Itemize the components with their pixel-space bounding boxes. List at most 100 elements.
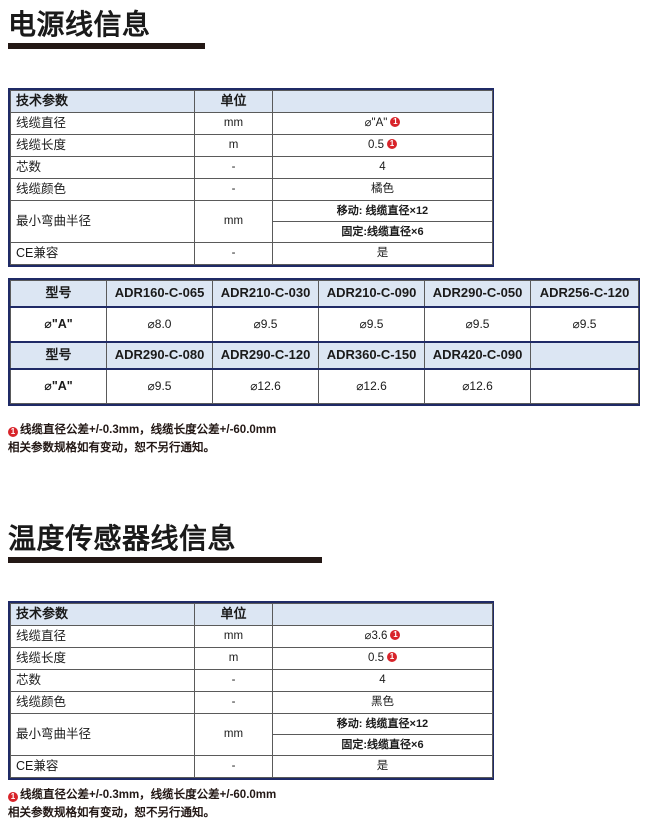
model-name-cell: ADR210-C-030 <box>212 280 319 308</box>
model-name-cell: ADR160-C-065 <box>106 280 213 308</box>
param-label-ce-compliance: CE兼容 <box>10 755 195 778</box>
param-value-cable-diameter: ⌀"A" 1 <box>272 112 493 135</box>
param-unit-cable-length: m <box>194 647 273 670</box>
param-unit-min-bend-radius: mm <box>194 713 273 756</box>
col-header-value <box>272 90 493 113</box>
param-unit-cable-diameter: mm <box>194 625 273 648</box>
power-cable-param-table: 技术参数 单位 线缆直径 mm ⌀"A" 1 线缆长度 m 0.5 1 芯数 - <box>10 90 493 265</box>
section-heading-power-cable-text: 电源线信息 <box>8 9 151 40</box>
footnote-marker-icon: 1 <box>387 139 397 150</box>
section-heading-temp-sensor-cable: 温度传感器线信息 <box>8 523 322 564</box>
param-label-cable-diameter: 线缆直径 <box>10 625 195 648</box>
table-header-row: 技术参数 单位 <box>10 90 493 113</box>
param-label-ce-compliance: CE兼容 <box>10 242 195 265</box>
param-unit-ce-compliance: - <box>194 242 273 265</box>
model-diameter-cell: ⌀12.6 <box>424 368 531 404</box>
footnote-marker-icon: 1 <box>390 117 401 128</box>
model-diameter-cell: ⌀9.5 <box>212 306 319 343</box>
param-unit-cable-color: - <box>194 691 273 714</box>
table-row: 线缆颜色 - 橘色 <box>10 178 493 201</box>
model-diameter-cell: ⌀9.5 <box>106 368 213 404</box>
param-value-cable-length: 0.5 1 <box>272 647 493 670</box>
section-heading-power-cable: 电源线信息 <box>8 9 205 50</box>
param-unit-ce-compliance: - <box>194 755 273 778</box>
table-row: CE兼容 - 是 <box>10 242 493 265</box>
param-value-min-bend-radius-fixed: 固定:线缆直径×6 <box>272 734 493 756</box>
footnote-line-2: 相关参数规格如有变动，恕不另行通知。 <box>8 806 215 819</box>
param-unit-min-bend-radius: mm <box>194 200 273 243</box>
footnote-temp-sensor: 1 线缆直径公差+/-0.3mm，线缆长度公差+/-60.0mm 相关参数规格如有… <box>8 787 276 823</box>
param-value-ce-compliance: 是 <box>272 755 493 778</box>
row-label-diameter: ⌀"A" <box>10 368 107 404</box>
footnote-marker-icon: 1 <box>8 792 18 802</box>
param-unit-cable-length: m <box>194 134 273 157</box>
model-name-cell: ADR420-C-090 <box>424 341 531 370</box>
model-diameter-row: ⌀"A" ⌀9.5 ⌀12.6 ⌀12.6 ⌀12.6 <box>10 368 639 404</box>
param-value-cable-color: 黑色 <box>272 691 493 714</box>
col-header-unit: 单位 <box>194 603 273 626</box>
model-diameter-cell: ⌀9.5 <box>424 306 531 343</box>
param-value-cable-length: 0.5 1 <box>272 134 493 157</box>
table-row: 线缆直径 mm ⌀"A" 1 <box>10 112 493 135</box>
param-label-cable-color: 线缆颜色 <box>10 178 195 201</box>
footnote-line-1: 1 线缆直径公差+/-0.3mm，线缆长度公差+/-60.0mm <box>8 787 276 805</box>
heading-underline-temp-sensor-cable <box>8 557 322 564</box>
param-label-min-bend-radius: 最小弯曲半径 <box>10 713 195 756</box>
model-diameter-cell: ⌀12.6 <box>318 368 425 404</box>
col-header-unit: 单位 <box>194 90 273 113</box>
param-unit-cable-color: - <box>194 178 273 201</box>
table-row: 芯数 - 4 <box>10 669 493 692</box>
row-label-model: 型号 <box>10 280 107 308</box>
footnote-line-1-text: 线缆直径公差+/-0.3mm，线缆长度公差+/-60.0mm <box>20 424 277 436</box>
param-label-cable-length: 线缆长度 <box>10 647 195 670</box>
param-label-cable-diameter: 线缆直径 <box>10 112 195 135</box>
param-label-core-count: 芯数 <box>10 156 195 179</box>
param-unit-core-count: - <box>194 669 273 692</box>
row-label-diameter: ⌀"A" <box>10 306 107 343</box>
col-header-parameter: 技术参数 <box>10 603 195 626</box>
model-diameter-cell: ⌀12.6 <box>212 368 319 404</box>
table-row: 线缆长度 m 0.5 1 <box>10 647 493 670</box>
model-name-cell: ADR290-C-050 <box>424 280 531 308</box>
table-row: 芯数 - 4 <box>10 156 493 179</box>
section-heading-temp-sensor-cable-text: 温度传感器线信息 <box>8 523 237 554</box>
row-label-model: 型号 <box>10 341 107 370</box>
footnote-power-cable: 1 线缆直径公差+/-0.3mm，线缆长度公差+/-60.0mm 相关参数规格如有… <box>8 422 276 458</box>
power-cable-param-table-frame: 技术参数 单位 线缆直径 mm ⌀"A" 1 线缆长度 m 0.5 1 芯数 - <box>8 88 494 267</box>
model-header-row: 型号 ADR290-C-080 ADR290-C-120 ADR360-C-15… <box>10 341 639 370</box>
model-diameter-cell: ⌀8.0 <box>106 306 213 343</box>
power-cable-model-table: 型号 ADR160-C-065 ADR210-C-030 ADR210-C-09… <box>10 280 639 404</box>
temp-sensor-param-table-frame: 技术参数 单位 线缆直径 mm ⌀3.6 1 线缆长度 m 0.5 1 芯数 - <box>8 601 494 780</box>
model-diameter-cell: ⌀9.5 <box>318 306 425 343</box>
table-row: 最小弯曲半径 mm 移动: 线缆直径×12 <box>10 200 493 243</box>
param-value-text: ⌀3.6 <box>364 630 388 643</box>
table-row: 最小弯曲半径 mm 移动: 线缆直径×12 <box>10 713 493 756</box>
table-header-row: 技术参数 单位 <box>10 603 493 626</box>
model-name-cell: ADR256-C-120 <box>530 280 639 308</box>
param-value-min-bend-radius-fixed: 固定:线缆直径×6 <box>272 221 493 243</box>
power-cable-model-table-frame: 型号 ADR160-C-065 ADR210-C-030 ADR210-C-09… <box>8 278 640 406</box>
param-label-core-count: 芯数 <box>10 669 195 692</box>
param-value-min-bend-radius-moving: 移动: 线缆直径×12 <box>272 200 493 222</box>
param-value-text: 0.5 <box>368 139 384 152</box>
footnote-marker-icon: 1 <box>387 652 397 663</box>
table-row: CE兼容 - 是 <box>10 755 493 778</box>
param-label-cable-length: 线缆长度 <box>10 134 195 157</box>
footnote-marker-icon: 1 <box>390 630 401 641</box>
param-unit-cable-diameter: mm <box>194 112 273 135</box>
param-value-min-bend-radius-moving: 移动: 线缆直径×12 <box>272 713 493 735</box>
param-unit-core-count: - <box>194 156 273 179</box>
footnote-line-1: 1 线缆直径公差+/-0.3mm，线缆长度公差+/-60.0mm <box>8 422 276 440</box>
temp-sensor-param-table: 技术参数 单位 线缆直径 mm ⌀3.6 1 线缆长度 m 0.5 1 芯数 - <box>10 603 493 778</box>
param-value-cable-color: 橘色 <box>272 178 493 201</box>
model-diameter-cell: ⌀9.5 <box>530 306 639 343</box>
model-diameter-cell-empty <box>530 368 639 404</box>
param-value-text: ⌀"A" <box>364 117 388 130</box>
footnote-marker-icon: 1 <box>8 427 18 437</box>
param-value-core-count: 4 <box>272 156 493 179</box>
param-label-min-bend-radius: 最小弯曲半径 <box>10 200 195 243</box>
col-header-parameter: 技术参数 <box>10 90 195 113</box>
model-name-cell-empty <box>530 341 639 370</box>
col-header-value <box>272 603 493 626</box>
model-header-row: 型号 ADR160-C-065 ADR210-C-030 ADR210-C-09… <box>10 280 639 308</box>
